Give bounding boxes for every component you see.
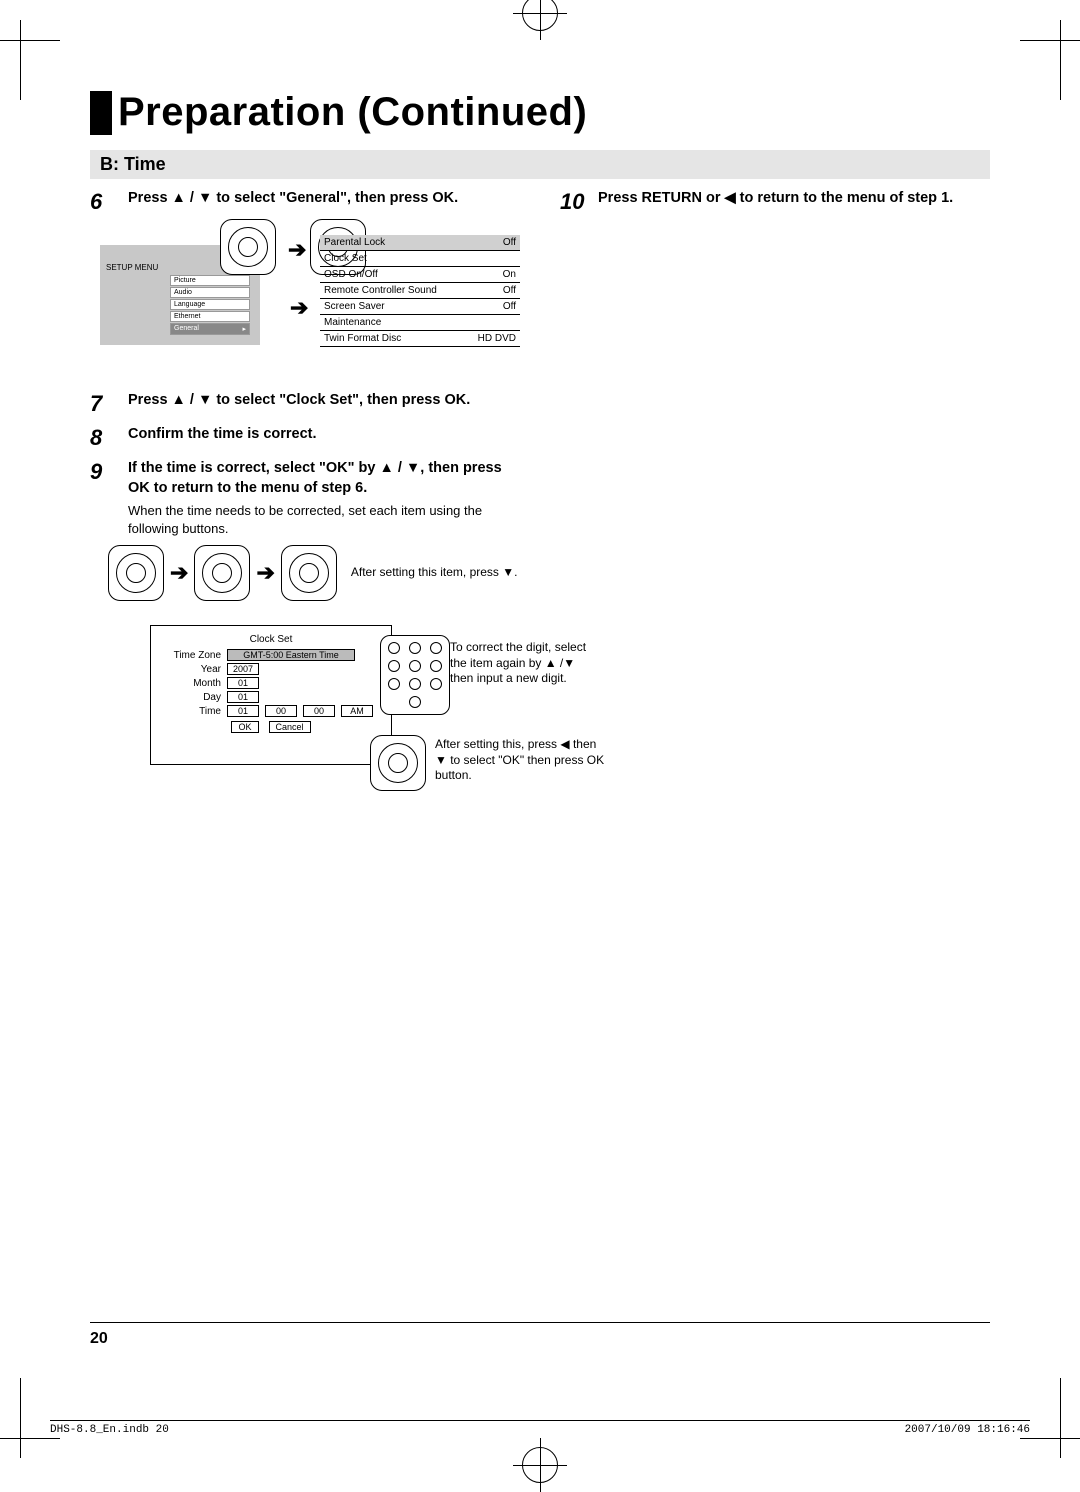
- step-number: 7: [90, 391, 118, 417]
- remote-keypad-icon: [380, 635, 450, 715]
- remote-dpad-icon: [108, 545, 164, 601]
- page-divider: [90, 1322, 990, 1323]
- field-label: Year: [163, 664, 221, 675]
- remote-dpad-icon: [370, 735, 426, 791]
- clock-set-title: Clock Set: [151, 634, 391, 645]
- figure-note: To correct the digit, select the item ag…: [450, 640, 590, 687]
- remote-dpad-icon: [194, 545, 250, 601]
- page-sheet: Preparation (Continued) B: Time 6 Press …: [0, 0, 1080, 1478]
- field-label: Time: [163, 706, 221, 717]
- cancel-button-label: Cancel: [269, 721, 311, 733]
- option-value: Off: [503, 301, 516, 312]
- left-column: 6 Press ▲ / ▼ to select "General", then …: [90, 189, 520, 805]
- page-number: 20: [90, 1330, 108, 1348]
- step-number: 10: [560, 189, 588, 215]
- crop-mark-icon: [0, 20, 60, 100]
- step-number: 6: [90, 189, 118, 215]
- step-text: Press ▲ / ▼ to select "General", then pr…: [128, 189, 458, 215]
- option-label: Parental Lock: [324, 237, 385, 248]
- figure-note: After setting this, press ◀ then ▼ to se…: [435, 737, 605, 784]
- arrow-right-icon: ➔: [290, 295, 308, 321]
- menu-item: Picture: [170, 275, 250, 286]
- footer-filename: DHS-8.8_En.indb 20: [50, 1424, 169, 1436]
- menu-item: Language: [170, 299, 250, 310]
- crop-mark-icon: [1020, 20, 1080, 100]
- remote-ok-icon: [281, 545, 337, 601]
- figure-note: After setting this item, press ▼.: [351, 565, 518, 581]
- day-value: 01: [227, 691, 259, 703]
- arrow-right-icon: ➔: [256, 560, 274, 586]
- time-ampm: AM: [341, 705, 373, 717]
- figure-setup-menu: SETUP MENU Picture Audio Language Ethern…: [90, 225, 520, 375]
- menu-item: Ethernet: [170, 311, 250, 322]
- right-column: 10 Press RETURN or ◀ to return to the me…: [560, 189, 990, 805]
- step-number: 9: [90, 459, 118, 537]
- section-heading: B: Time: [90, 150, 990, 179]
- step-text: Confirm the time is correct.: [128, 425, 317, 451]
- footer-timestamp: 2007/10/09 18:16:46: [905, 1424, 1030, 1436]
- step-number: 8: [90, 425, 118, 451]
- heading-tab-icon: [90, 91, 112, 135]
- arrow-right-icon: ➔: [288, 237, 306, 263]
- option-label: OSD On/Off: [324, 269, 378, 280]
- option-value: On: [503, 269, 516, 280]
- setup-menu-list: Picture Audio Language Ethernet General ▸: [170, 275, 250, 336]
- field-label: Day: [163, 692, 221, 703]
- setup-menu-title: SETUP MENU: [106, 263, 158, 272]
- registration-mark-icon: [522, 0, 558, 31]
- time-hour: 01: [227, 705, 259, 717]
- option-label: Remote Controller Sound: [324, 285, 437, 296]
- arrow-right-icon: ➔: [170, 560, 188, 586]
- menu-item-selected: General: [174, 325, 199, 333]
- step-text: If the time is correct, select "OK" by ▲…: [128, 459, 520, 498]
- time-sec: 00: [303, 705, 335, 717]
- crop-mark-icon: [0, 1378, 60, 1458]
- clock-set-panel: Clock Set Time Zone GMT-5:00 Eastern Time…: [150, 625, 392, 765]
- page-title: Preparation (Continued): [118, 90, 587, 135]
- field-label: Time Zone: [163, 650, 221, 661]
- crop-mark-icon: [1020, 1378, 1080, 1458]
- chevron-right-icon: ▸: [242, 325, 246, 333]
- year-value: 2007: [227, 663, 259, 675]
- print-footer: DHS-8.8_En.indb 20 2007/10/09 18:16:46: [50, 1420, 1030, 1436]
- month-value: 01: [227, 677, 259, 689]
- menu-item: Audio: [170, 287, 250, 298]
- option-label: Clock Set: [324, 253, 367, 264]
- ok-button-label: OK: [231, 721, 258, 733]
- timezone-value: GMT-5:00 Eastern Time: [227, 649, 355, 661]
- option-label: Twin Format Disc: [324, 333, 401, 344]
- step-text: Press RETURN or ◀ to return to the menu …: [598, 189, 953, 215]
- remote-dpad-icon: [220, 219, 276, 275]
- option-label: Maintenance: [324, 317, 381, 328]
- field-label: Month: [163, 678, 221, 689]
- figure-clock-set: ➔ ➔ After setting this item, press ▼. Cl…: [90, 545, 520, 805]
- option-label: Screen Saver: [324, 301, 385, 312]
- step-subtext: When the time needs to be corrected, set…: [128, 502, 520, 537]
- options-list: Parental LockOff Clock Set OSD On/OffOn …: [320, 235, 520, 347]
- time-min: 00: [265, 705, 297, 717]
- step-text: Press ▲ / ▼ to select "Clock Set", then …: [128, 391, 470, 417]
- option-value: HD DVD: [478, 333, 516, 344]
- option-value: Off: [503, 237, 516, 248]
- option-value: Off: [503, 285, 516, 296]
